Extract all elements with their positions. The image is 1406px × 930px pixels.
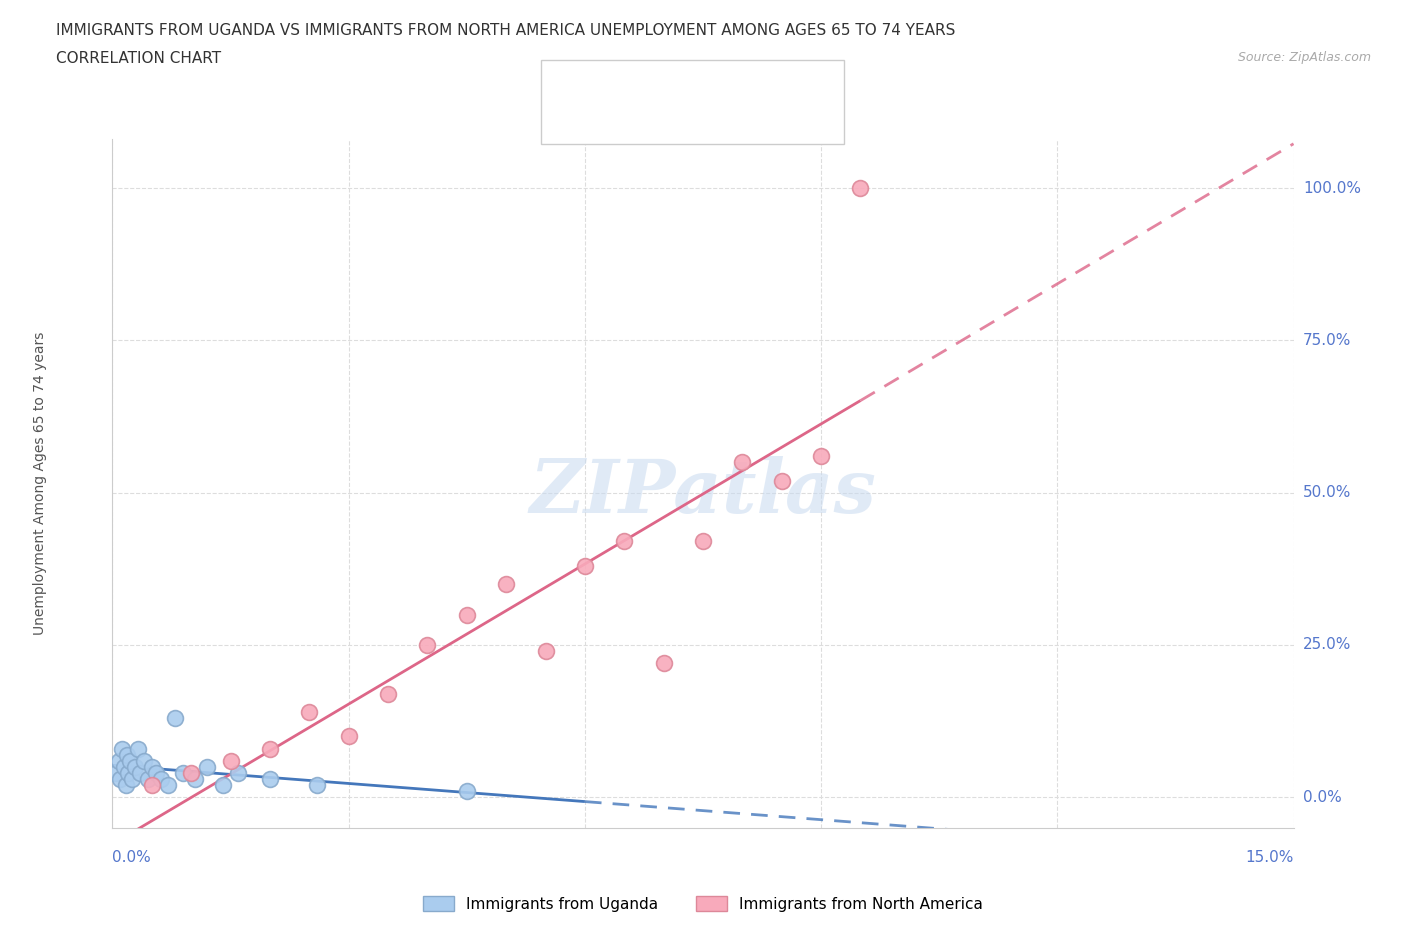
Text: 25.0%: 25.0% (1303, 637, 1351, 653)
Point (692, 534, 714, 549)
Text: 100.0%: 100.0% (1303, 180, 1361, 195)
Text: Unemployment Among Ages 65 to 74 years: Unemployment Among Ages 65 to 74 years (34, 332, 48, 635)
Point (574, 558, 596, 573)
Point (156, 777, 179, 792)
Text: 50.0%: 50.0% (1303, 485, 1351, 500)
Point (219, 753, 242, 768)
Point (211, 777, 233, 792)
Text: IMMIGRANTS FROM UGANDA VS IMMIGRANTS FROM NORTH AMERICA UNEMPLOYMENT AMONG AGES : IMMIGRANTS FROM UGANDA VS IMMIGRANTS FRO… (56, 23, 956, 38)
Point (115, 747, 138, 762)
Point (141, 777, 163, 792)
Point (129, 765, 152, 780)
Point (613, 534, 636, 549)
Point (307, 777, 329, 792)
Point (118, 753, 141, 768)
Point (259, 772, 281, 787)
Point (652, 656, 675, 671)
Point (172, 765, 194, 780)
Point (377, 686, 399, 701)
Point (456, 607, 478, 622)
Point (124, 760, 146, 775)
Legend: Immigrants from Uganda, Immigrants from North America: Immigrants from Uganda, Immigrants from … (418, 889, 988, 918)
Point (121, 772, 143, 787)
Point (110, 772, 132, 787)
Point (117, 765, 139, 780)
Point (849, 180, 872, 195)
Point (770, 473, 793, 488)
Point (228, 765, 250, 780)
Point (107, 753, 129, 768)
Text: 0.0%: 0.0% (1303, 790, 1341, 804)
Text: 0.0%: 0.0% (112, 850, 152, 865)
Point (105, 765, 128, 780)
Point (731, 455, 754, 470)
Point (115, 777, 138, 792)
Point (111, 741, 134, 756)
Point (456, 784, 478, 799)
Point (136, 772, 159, 787)
Point (495, 577, 517, 591)
Point (298, 705, 321, 720)
Point (145, 765, 167, 780)
Text: CORRELATION CHART: CORRELATION CHART (56, 51, 221, 66)
Point (180, 765, 202, 780)
Text: 15.0%: 15.0% (1246, 850, 1294, 865)
Point (195, 760, 218, 775)
Point (534, 644, 557, 658)
Point (112, 760, 135, 775)
Point (337, 729, 360, 744)
Text: Source: ZipAtlas.com: Source: ZipAtlas.com (1237, 51, 1371, 64)
Point (132, 753, 155, 768)
Text: ZIPatlas: ZIPatlas (530, 457, 876, 529)
Text: R = -0.229   N = 28: R = -0.229 N = 28 (591, 73, 780, 92)
Text: R =  0.832   N = 19: R = 0.832 N = 19 (591, 108, 780, 126)
Point (184, 772, 207, 787)
Point (810, 449, 832, 464)
Point (150, 772, 173, 787)
Point (141, 760, 163, 775)
Point (127, 741, 149, 756)
Point (416, 638, 439, 653)
Point (259, 741, 281, 756)
Point (165, 711, 187, 725)
Text: 75.0%: 75.0% (1303, 333, 1351, 348)
